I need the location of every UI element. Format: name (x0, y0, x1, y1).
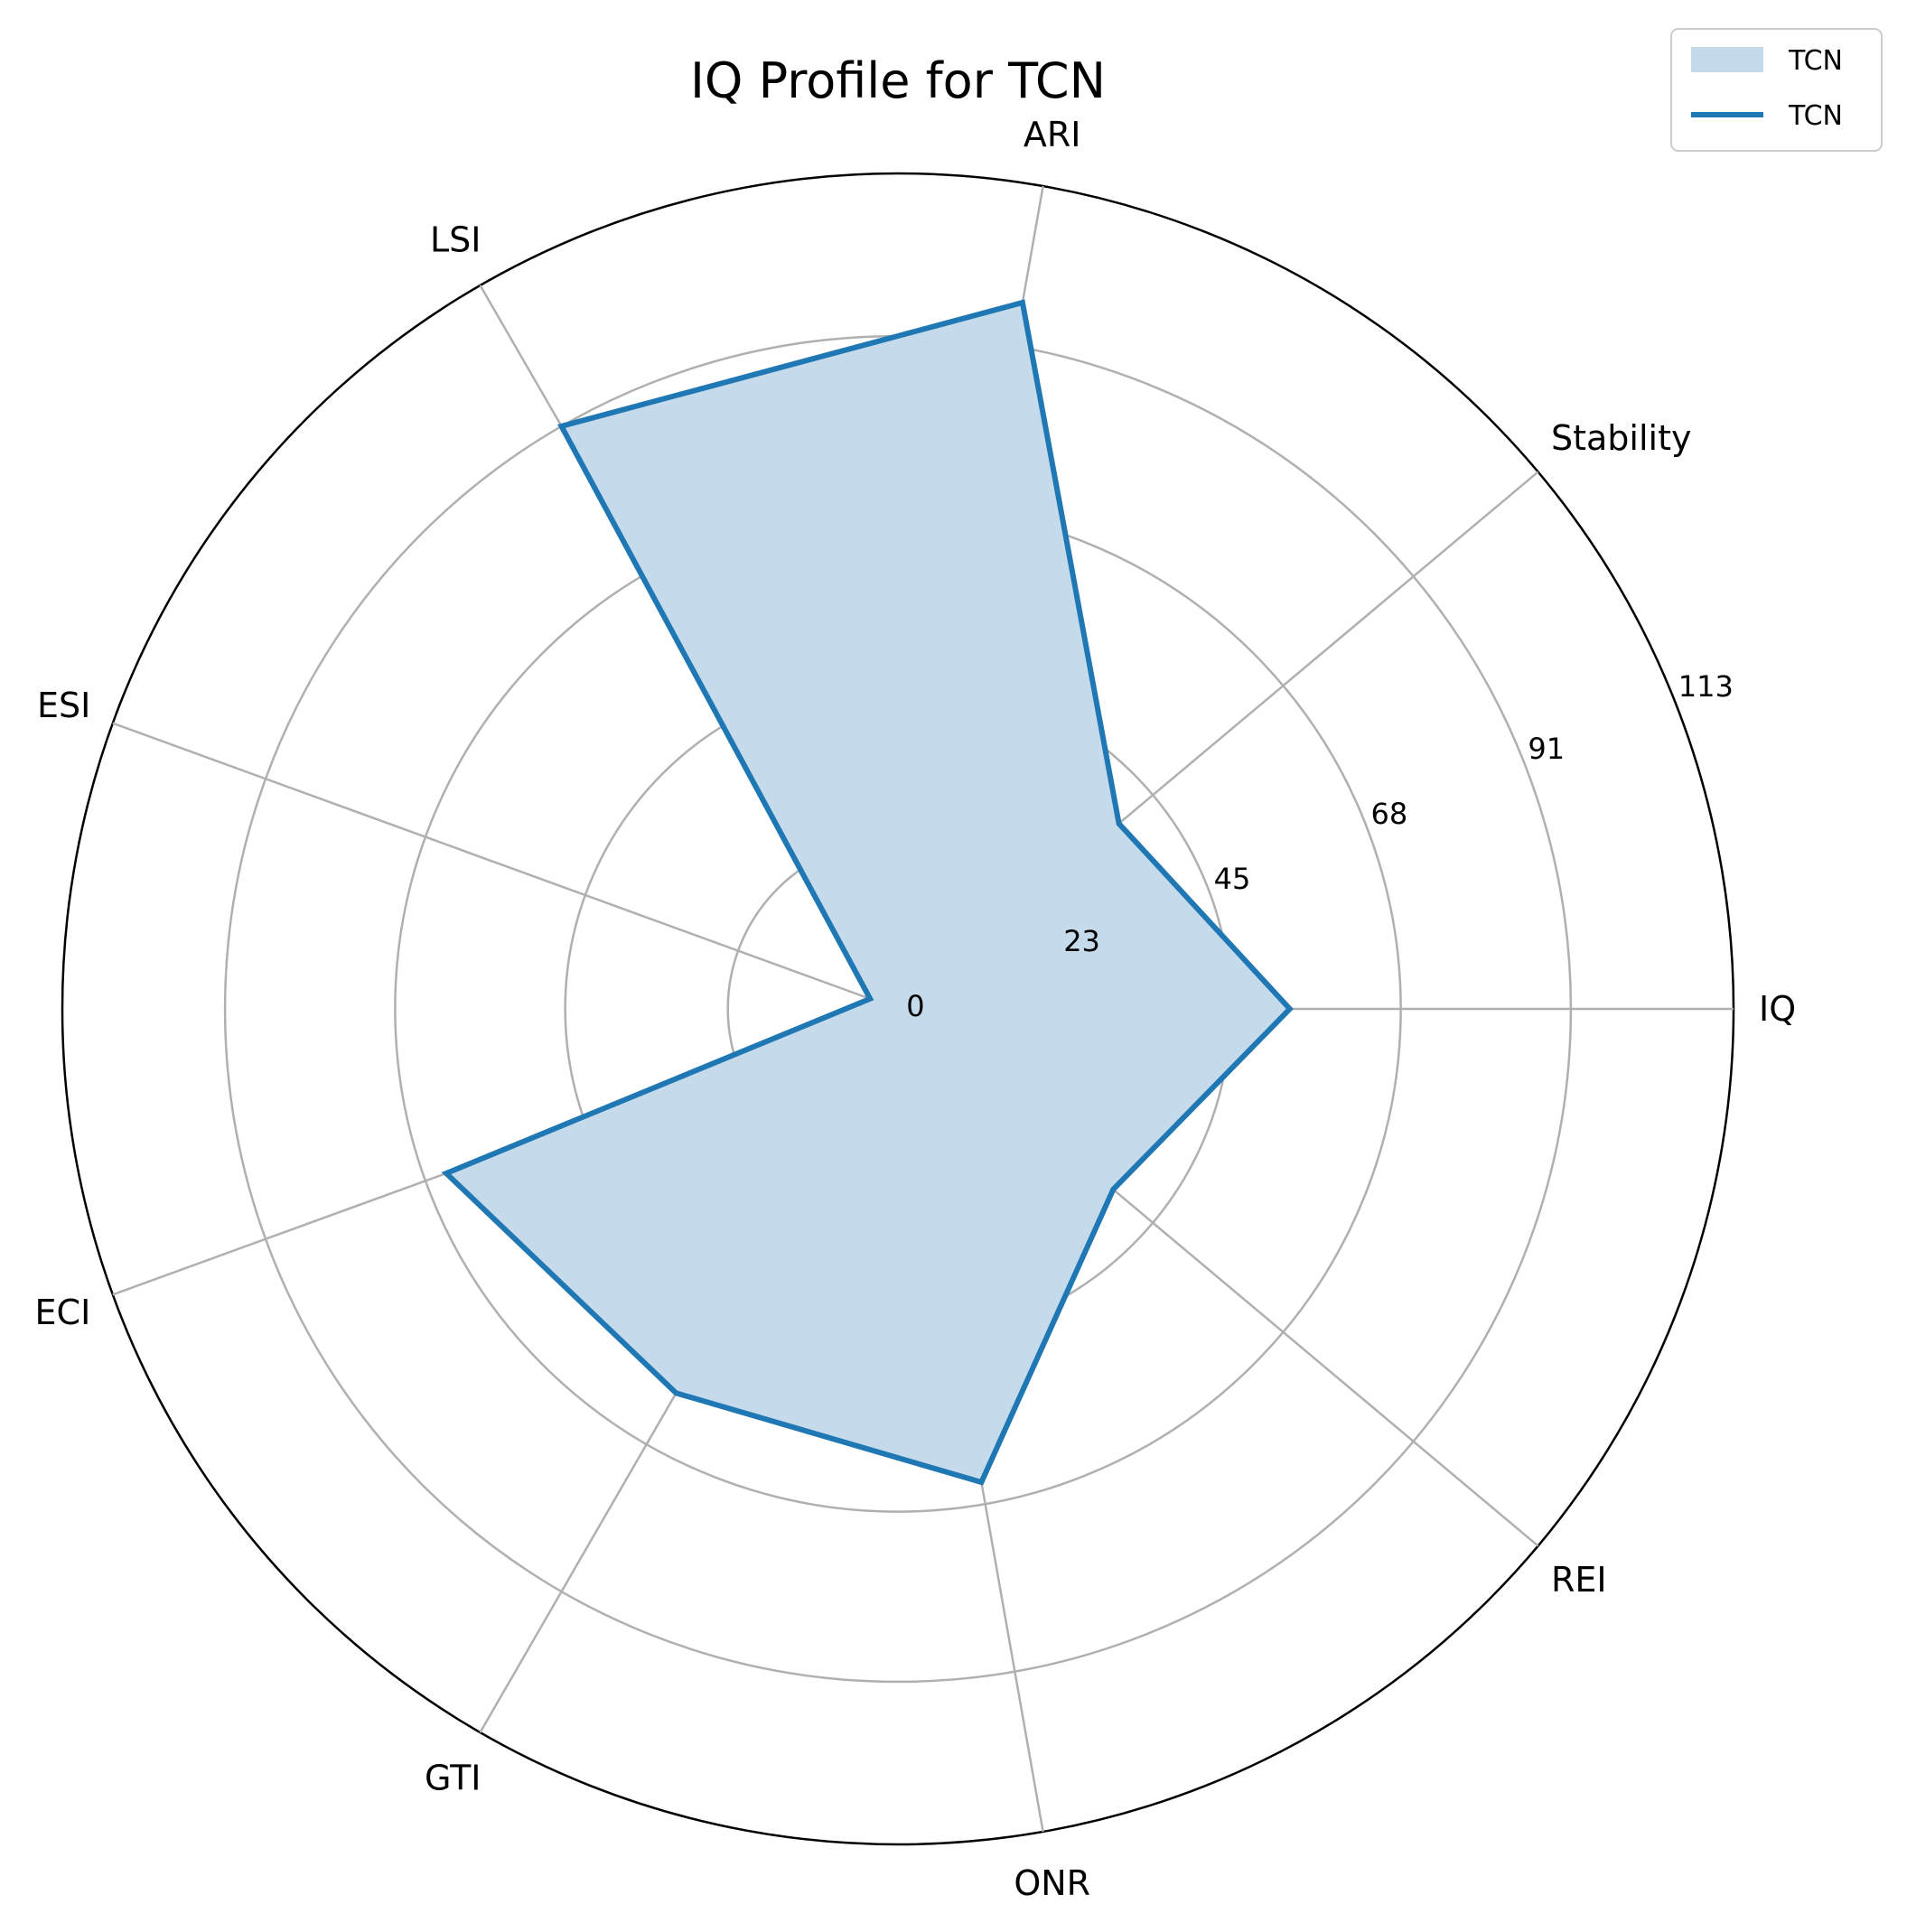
category-label: ESI (37, 686, 90, 725)
category-label: IQ (1759, 989, 1796, 1029)
legend: TCN TCN (1670, 28, 1883, 152)
series-line (441, 299, 1294, 1486)
radial-tick-label: 91 (1528, 732, 1565, 766)
category-label: LSI (430, 220, 481, 260)
radial-tick-label: 45 (1214, 862, 1251, 896)
legend-fill-swatch (1691, 47, 1763, 72)
category-label: REI (1551, 1560, 1607, 1600)
radial-tick-label: 68 (1371, 797, 1408, 831)
radial-tick-label: 0 (906, 989, 924, 1023)
grid-spoke (112, 722, 899, 1011)
category-label: Stability (1551, 418, 1692, 458)
category-label: ONR (1014, 1863, 1090, 1903)
category-label: GTI (425, 1758, 481, 1797)
label-layer: IQ Stability ARI LSI ESI ECI GTI ONR REI 0 23 45 68 9… (35, 115, 1797, 1903)
category-label: ARI (1024, 115, 1081, 154)
legend-label-fill: TCN (1788, 45, 1843, 77)
radial-tick-label: 113 (1678, 669, 1734, 704)
legend-label-line: TCN (1788, 100, 1843, 132)
chart-title: IQ Profile for TCN (690, 52, 1106, 109)
radial-tick-label: 23 (1063, 924, 1100, 958)
series-area (446, 303, 1290, 1482)
series-layer (441, 299, 1294, 1486)
category-label: ECI (35, 1293, 91, 1332)
